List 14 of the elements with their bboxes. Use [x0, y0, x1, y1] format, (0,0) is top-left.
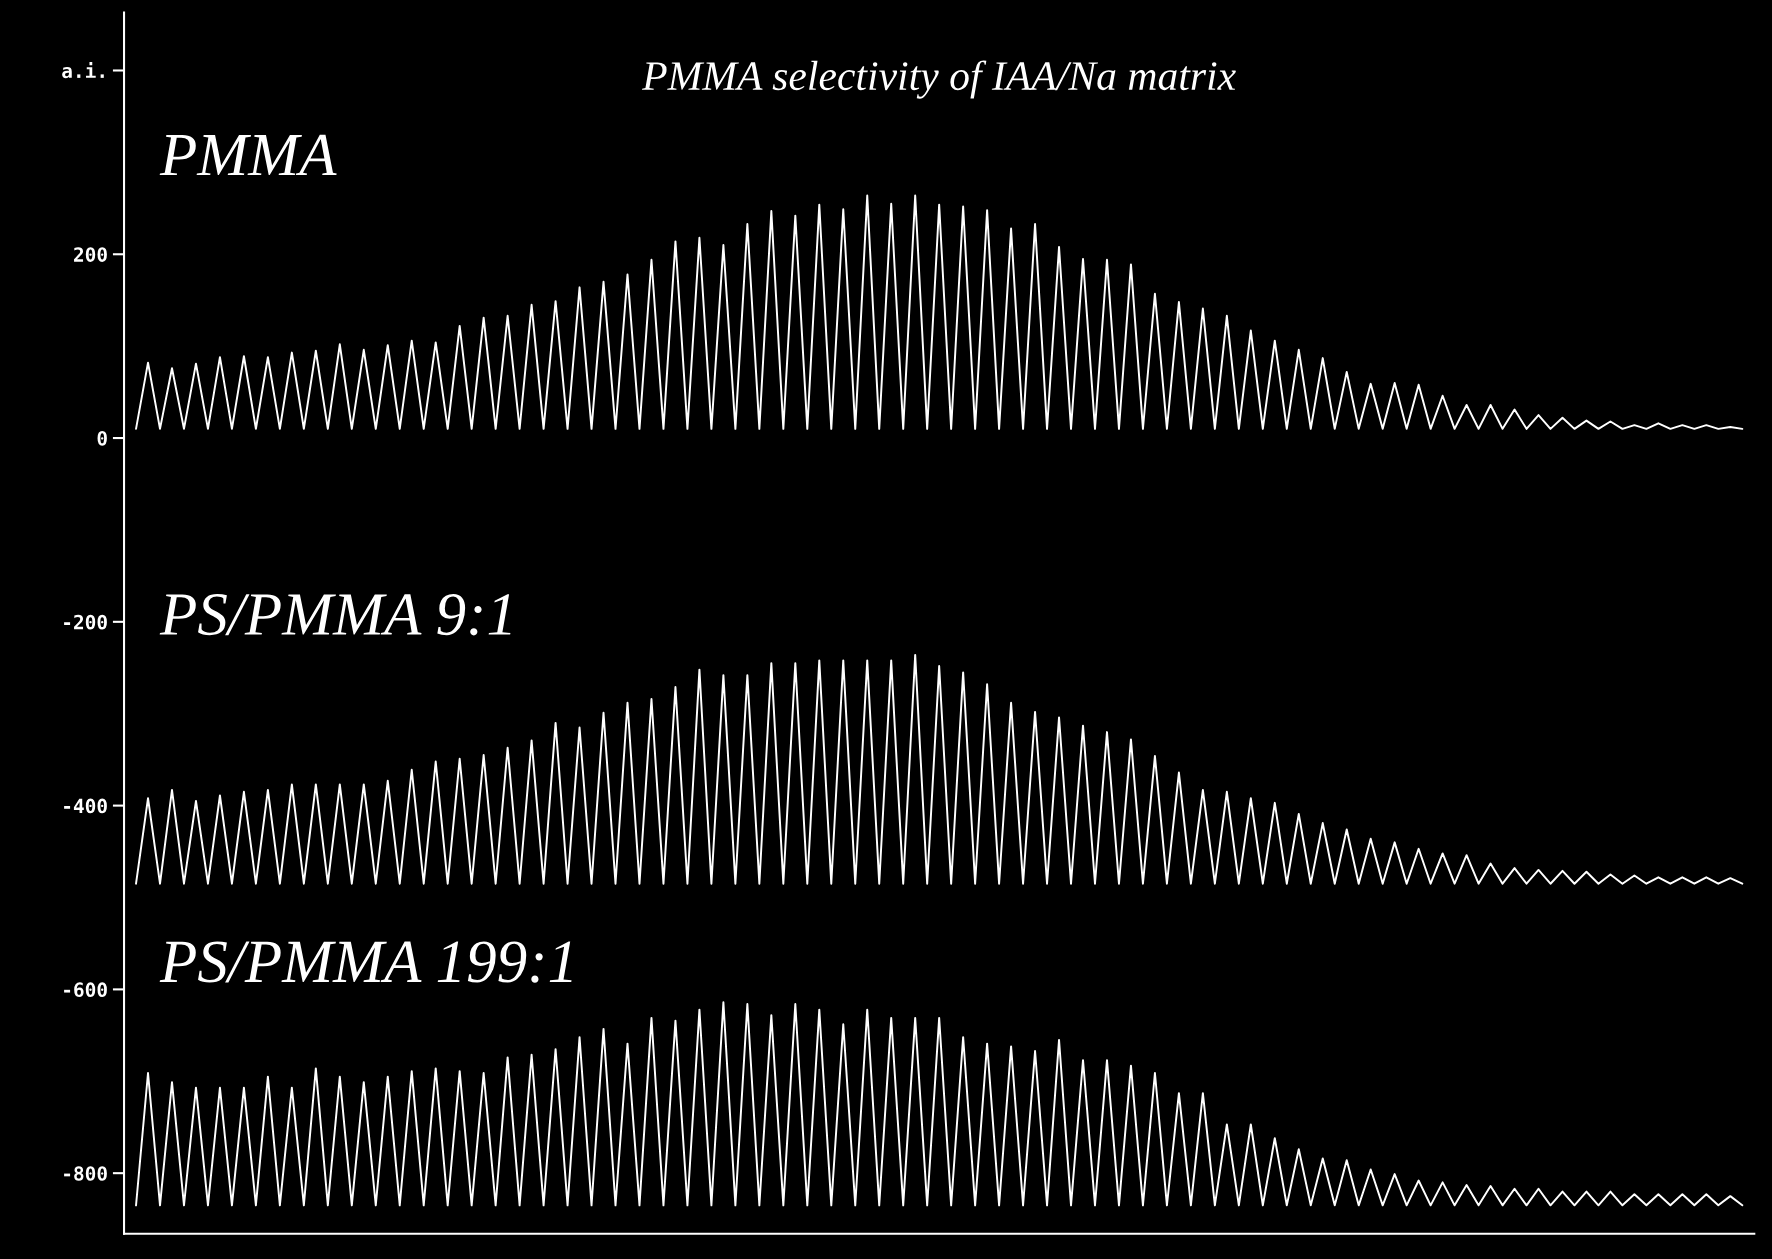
y-tick-label: -800 [64, 1166, 107, 1181]
y-tick-label: 0 [97, 431, 107, 446]
line-series [135, 194, 1744, 430]
y-tick-label: -200 [64, 614, 107, 630]
y-tick-label: -400 [64, 798, 107, 814]
text: PMMA [159, 134, 337, 176]
series-label: PS/PMMA 9:1 [159, 594, 511, 636]
y-tick-label: a.i. [62, 62, 104, 79]
series-label: PS/PMMA 199:1 [159, 941, 572, 983]
text: PMMA selectivity of IAA/Na matrix [641, 60, 1236, 99]
y-tick-label: -600 [64, 982, 107, 998]
line-series [135, 653, 1744, 885]
y-tick-label: 200 [74, 247, 107, 262]
line-series [135, 1001, 1744, 1207]
